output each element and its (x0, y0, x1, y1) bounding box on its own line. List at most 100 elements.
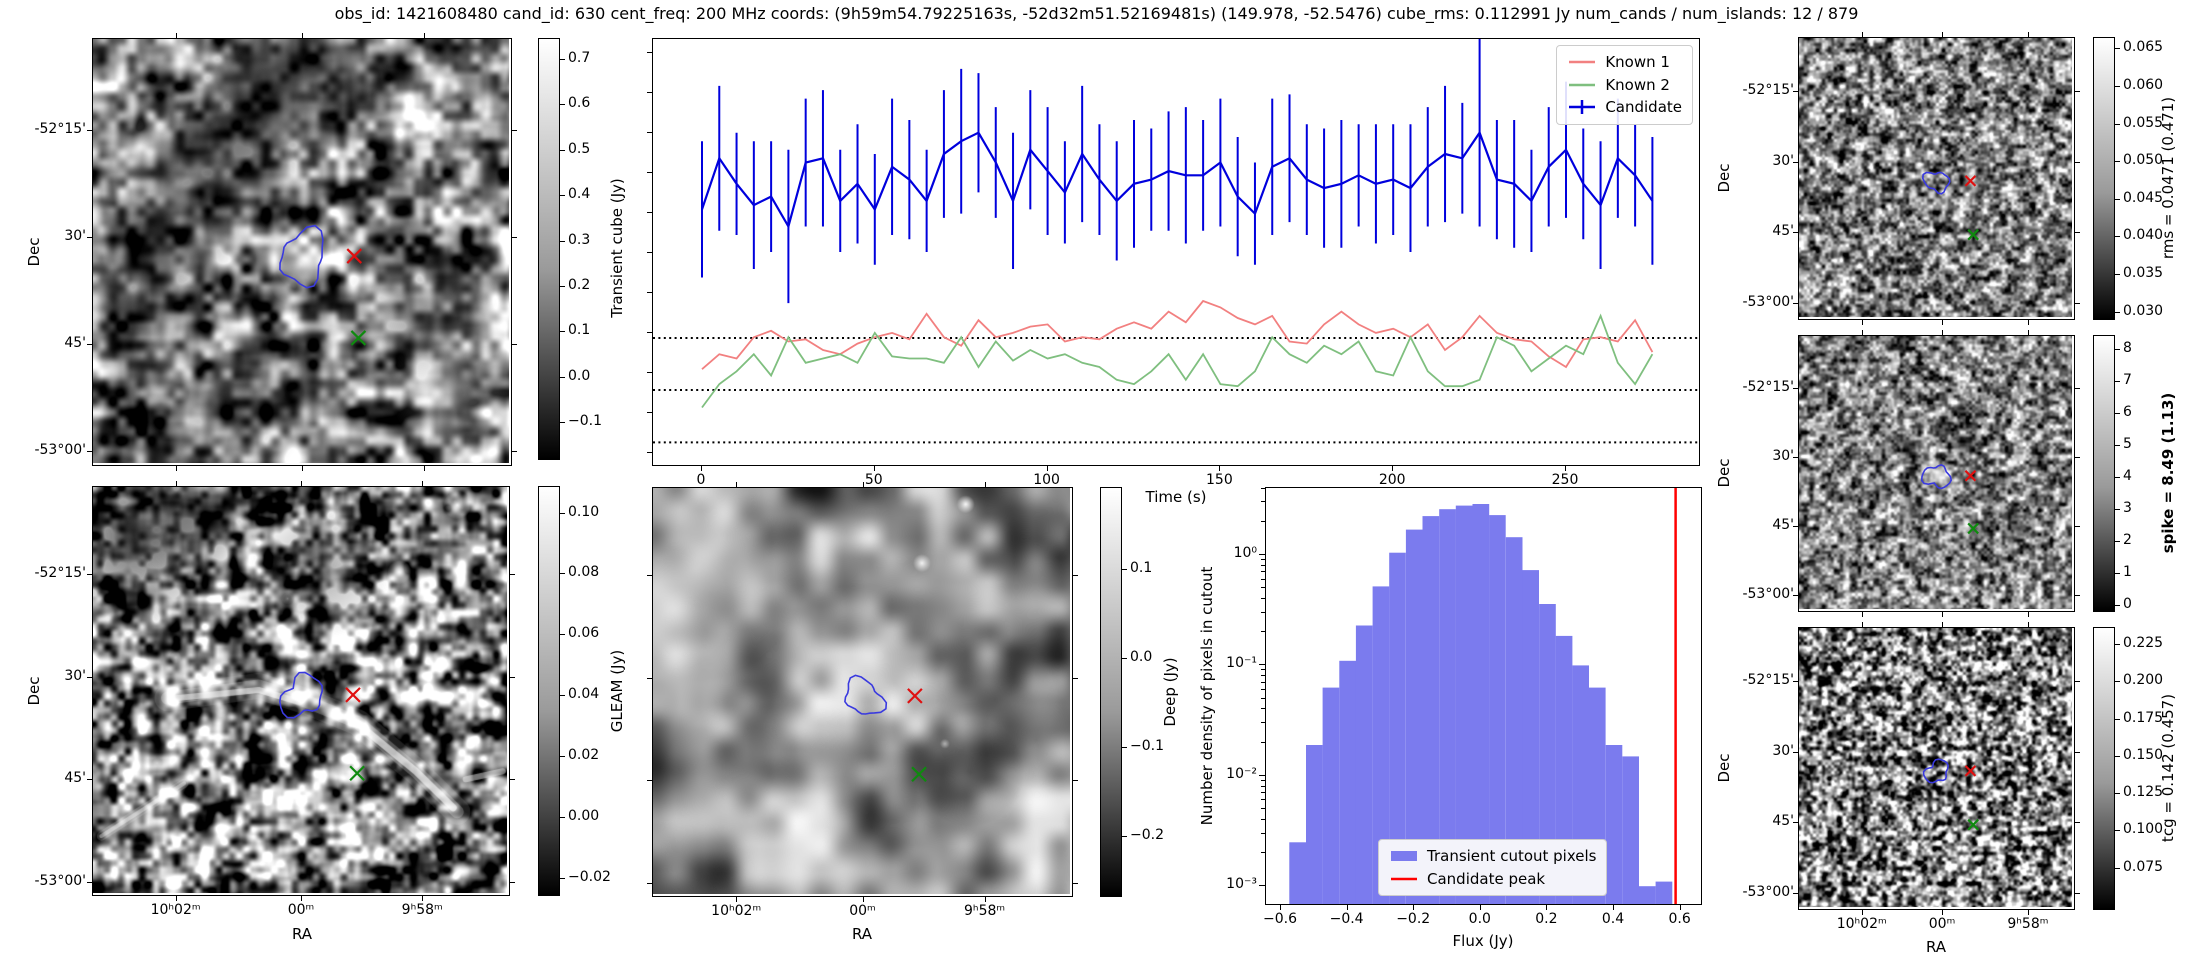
axis-tick-mark (422, 896, 424, 901)
legend-label-known2: Known 2 (1605, 75, 1670, 94)
axis-tick-mark (647, 412, 652, 413)
axis-tick-mark (560, 149, 565, 151)
dec-tick-label: 30' (64, 667, 86, 684)
axis-tick-mark (2115, 476, 2120, 478)
flux-tick-label: −0.6 (1263, 911, 1297, 927)
colorbar-tick-label: 0.00 (568, 807, 600, 824)
axis-tick-mark (1261, 559, 1265, 561)
axis-tick-mark (1261, 818, 1265, 820)
axis-tick-mark (560, 634, 565, 636)
flux-tick-label: −0.4 (1329, 911, 1364, 927)
rms-colorbar (2093, 37, 2115, 320)
flux-histogram-panel: Transient cutout pixels Candidate peak (1265, 487, 1702, 905)
axis-tick-mark (1942, 910, 1944, 915)
axis-tick-mark (1261, 681, 1265, 683)
colorbar-tick-label: 0.6 (568, 95, 591, 112)
axis-tick-mark (2115, 311, 2120, 313)
colorbar-tick-label: 0.055 (2123, 114, 2164, 131)
axis-tick-mark (1793, 387, 1798, 389)
colorbar-tick-label: 0.7 (568, 50, 591, 67)
flux-tick-label: 0.0 (1468, 911, 1491, 927)
axis-tick-mark (1261, 587, 1265, 589)
axis-tick-mark (560, 285, 565, 287)
flux-tick-label: 0.4 (1601, 911, 1625, 927)
colorbar-tick-label: 6 (2123, 403, 2132, 420)
dec-axis-label: Dec (1715, 163, 1733, 193)
colorbar-tick-label: 0.030 (2123, 302, 2164, 319)
flux-axis-label: Flux (Jy) (1452, 932, 1514, 950)
dec-tick-label: 30' (64, 228, 86, 245)
spike-colorbar-label: spike = 8.49 (1.13) (2159, 392, 2177, 554)
axis-tick-mark (2115, 573, 2120, 575)
density-tick-label: 10⁻³ (1226, 876, 1257, 893)
flux-tick-label: 0.6 (1668, 911, 1691, 927)
dec-tick-label: -53°00' (1742, 884, 1794, 901)
axis-tick-mark (647, 677, 652, 679)
axis-tick-mark (1793, 303, 1798, 305)
histogram-bar (1289, 842, 1306, 904)
axis-tick-mark (1861, 32, 1863, 37)
axis-tick-mark (2115, 198, 2120, 200)
axis-tick-mark (1259, 664, 1265, 666)
axis-tick-mark (647, 52, 652, 53)
histogram-patch-sample-icon (1391, 851, 1417, 862)
dec-axis-label: Dec (1715, 458, 1733, 488)
axis-tick-mark (1259, 774, 1265, 776)
deep-colorbar-label: Deep (Jy) (1161, 657, 1179, 727)
axis-tick-mark (2115, 161, 2120, 163)
axis-tick-mark (1793, 680, 1798, 682)
dec-tick-label: -53°00' (1742, 294, 1794, 311)
axis-tick-mark (1261, 487, 1265, 489)
time-tick-label: 250 (1551, 472, 1579, 488)
axis-tick-mark (87, 344, 92, 346)
histogram-bar (1605, 745, 1623, 904)
colorbar-tick-label: 0.2 (568, 276, 591, 293)
axis-tick-mark (560, 104, 565, 106)
axis-tick-mark (2115, 380, 2120, 382)
axis-tick-mark (1793, 90, 1798, 92)
colorbar-tick-label: −0.2 (1130, 826, 1164, 843)
colorbar-tick-label: −0.1 (1130, 737, 1164, 754)
axis-tick-mark (1346, 905, 1348, 910)
axis-tick-mark (2075, 822, 2080, 824)
colorbar-tick-label: 0.4 (568, 186, 591, 203)
axis-tick-mark (510, 574, 515, 576)
colorbar-tick-label: 0 (2123, 596, 2132, 613)
candidate-errorbar-sample-icon (1569, 100, 1596, 115)
axis-tick-mark (2075, 751, 2080, 753)
axis-tick-mark (647, 132, 652, 133)
axis-tick-mark (862, 482, 864, 487)
axis-tick-mark (1413, 905, 1415, 910)
colorbar-tick-label: 0.04 (568, 686, 600, 703)
colorbar-tick-label: 0.060 (2123, 76, 2164, 93)
axis-tick-mark (175, 481, 177, 486)
colorbar-tick-label: 0.065 (2123, 39, 2164, 56)
axis-tick-mark (510, 676, 515, 678)
spike-cutout-panel (1798, 335, 2075, 612)
colorbar-tick-label: −0.02 (568, 868, 611, 885)
dec-tick-label: 30' (1772, 447, 1794, 464)
transient-colorbar-label: Transient cube (Jy) (608, 178, 626, 318)
axis-tick-mark (2115, 605, 2120, 607)
axis-tick-mark (1261, 808, 1265, 810)
colorbar-tick-label: −0.1 (568, 413, 602, 430)
axis-tick-mark (1261, 697, 1265, 699)
axis-tick-mark (1942, 622, 1944, 627)
ra-tick-label: 10ʰ02ᵐ (150, 902, 201, 918)
axis-tick-mark (736, 482, 738, 487)
ra-tick-label: 9ʰ58ᵐ (2007, 916, 2049, 932)
axis-tick-mark (2075, 526, 2080, 528)
axis-tick-mark (512, 237, 517, 239)
dec-tick-label: 45' (64, 335, 86, 352)
axis-tick-mark (87, 451, 92, 453)
colorbar-tick-label: 0.125 (2123, 784, 2164, 801)
tcg-cutout-panel (1798, 627, 2075, 910)
light-curve-panel: Known 1 Known 2 Candidate (652, 38, 1700, 466)
known2-line-sample-icon (1569, 83, 1596, 86)
axis-tick-mark (423, 466, 425, 471)
axis-tick-mark (2075, 303, 2080, 305)
colorbar-tick-label: 0.08 (568, 564, 600, 581)
transient-cutout-image (93, 39, 509, 463)
axis-tick-mark (1122, 746, 1127, 748)
tcg-cutout-image (1799, 628, 2072, 907)
